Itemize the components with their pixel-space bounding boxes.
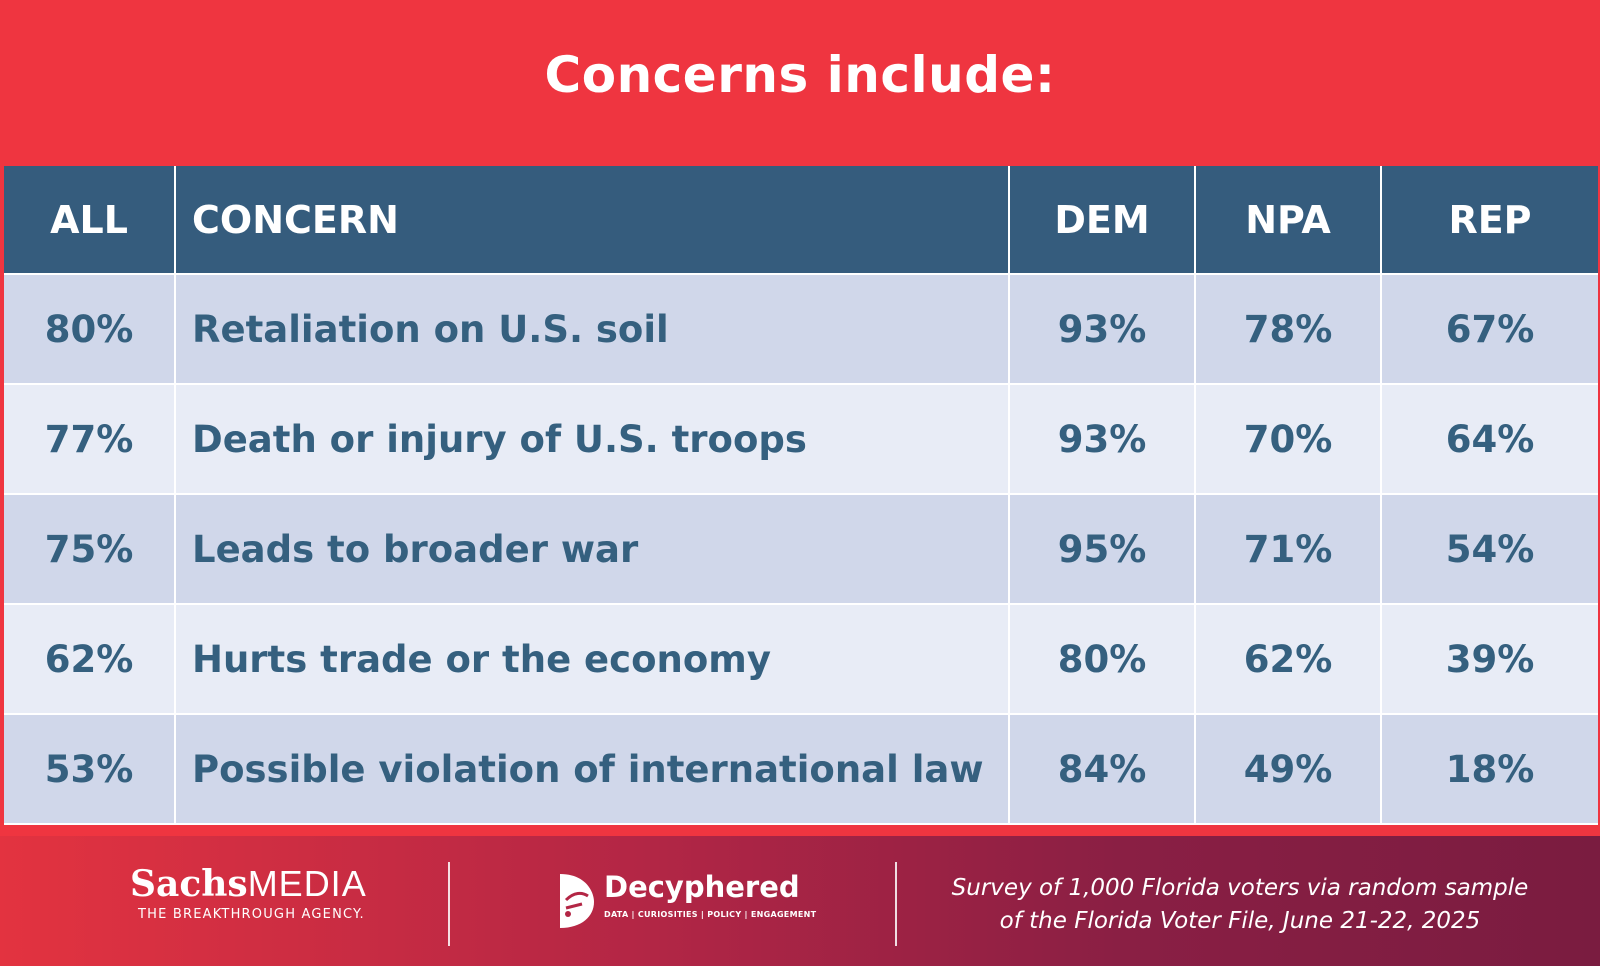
cell-all: 80% — [4, 273, 176, 385]
survey-note-line-2: of the Florida Voter File, June 21-22, 2… — [999, 908, 1481, 934]
cell-all: 77% — [4, 383, 176, 495]
cell-all: 53% — [4, 713, 176, 825]
cell-dem: 95% — [1008, 493, 1196, 605]
column-header-npa: NPA — [1194, 166, 1382, 275]
decyphered-mark-icon — [560, 874, 594, 928]
cell-concern: Possible violation of international law — [174, 713, 1010, 825]
cell-concern: Leads to broader war — [174, 493, 1010, 605]
column-header-dem: DEM — [1008, 166, 1196, 275]
cell-all: 62% — [4, 603, 176, 715]
column-header-concern: CONCERN — [174, 166, 1010, 275]
cell-npa: 70% — [1194, 383, 1382, 495]
sachs-media-wordmark: SachsMEDIA — [130, 864, 367, 905]
footer-divider — [448, 862, 450, 946]
cell-rep: 18% — [1380, 713, 1598, 825]
cell-npa: 71% — [1194, 493, 1382, 605]
sachs-media-tagline: THE BREAKTHROUGH AGENCY. — [138, 907, 365, 922]
cell-dem: 84% — [1008, 713, 1196, 825]
footer-bar: SachsMEDIA THE BREAKTHROUGH AGENCY. Decy… — [0, 836, 1600, 966]
table-header-row: ALL CONCERN DEM NPA REP — [4, 166, 1598, 275]
survey-note: Survey of 1,000 Florida voters via rando… — [910, 872, 1570, 938]
table-row: 62% Hurts trade or the economy 80% 62% 3… — [4, 603, 1598, 715]
cell-rep: 54% — [1380, 493, 1598, 605]
cell-concern: Retaliation on U.S. soil — [174, 273, 1010, 385]
cell-concern: Death or injury of U.S. troops — [174, 383, 1010, 495]
table-row: 53% Possible violation of international … — [4, 713, 1598, 825]
column-header-rep: REP — [1380, 166, 1598, 275]
table-row: 77% Death or injury of U.S. troops 93% 7… — [4, 383, 1598, 495]
cell-rep: 64% — [1380, 383, 1598, 495]
cell-npa: 62% — [1194, 603, 1382, 715]
cell-npa: 49% — [1194, 713, 1382, 825]
cell-all: 75% — [4, 493, 176, 605]
concerns-table: ALL CONCERN DEM NPA REP 80% Retaliation … — [4, 166, 1598, 825]
table-row: 75% Leads to broader war 95% 71% 54% — [4, 493, 1598, 605]
sachs-wordmark-bold: Sachs — [130, 863, 248, 905]
table-row: 80% Retaliation on U.S. soil 93% 78% 67% — [4, 273, 1598, 385]
decyphered-wordmark: Decyphered — [604, 870, 800, 904]
cell-dem: 80% — [1008, 603, 1196, 715]
decyphered-tagline: DATA | CURIOSITIES | POLICY | ENGAGEMENT — [604, 910, 817, 919]
cell-dem: 93% — [1008, 383, 1196, 495]
cell-concern: Hurts trade or the economy — [174, 603, 1010, 715]
sachs-media-logo: SachsMEDIA THE BREAKTHROUGH AGENCY. — [130, 864, 367, 923]
cell-npa: 78% — [1194, 273, 1382, 385]
sachs-wordmark-light: MEDIA — [247, 863, 367, 904]
page-title: Concerns include: — [544, 46, 1056, 104]
footer-divider — [895, 862, 897, 946]
cell-rep: 39% — [1380, 603, 1598, 715]
cell-dem: 93% — [1008, 273, 1196, 385]
cell-rep: 67% — [1380, 273, 1598, 385]
column-header-all: ALL — [4, 166, 176, 275]
survey-note-line-1: Survey of 1,000 Florida voters via rando… — [951, 875, 1529, 901]
